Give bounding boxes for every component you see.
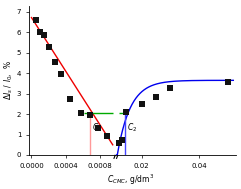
Point bbox=[54, 60, 57, 64]
Point bbox=[96, 127, 100, 130]
Point bbox=[154, 95, 158, 98]
Point bbox=[140, 102, 144, 105]
Y-axis label: $\Delta I_s\ /\ I_0$,  %: $\Delta I_s\ /\ I_0$, % bbox=[3, 60, 15, 100]
Point bbox=[120, 139, 123, 142]
Point bbox=[47, 46, 51, 49]
Point bbox=[42, 34, 46, 37]
Point bbox=[88, 113, 92, 116]
Point bbox=[34, 18, 38, 21]
Point bbox=[60, 73, 63, 76]
Point bbox=[168, 86, 172, 89]
Text: $C_{CMC}$, g/dm$^3$: $C_{CMC}$, g/dm$^3$ bbox=[107, 173, 154, 187]
Point bbox=[117, 141, 121, 144]
Text: $C_1$: $C_1$ bbox=[92, 121, 102, 133]
Point bbox=[68, 98, 72, 101]
Point bbox=[79, 112, 83, 115]
Point bbox=[105, 135, 109, 138]
Point bbox=[38, 31, 42, 34]
Text: $C_2$: $C_2$ bbox=[127, 121, 137, 133]
Point bbox=[124, 111, 128, 114]
Point bbox=[226, 81, 229, 84]
